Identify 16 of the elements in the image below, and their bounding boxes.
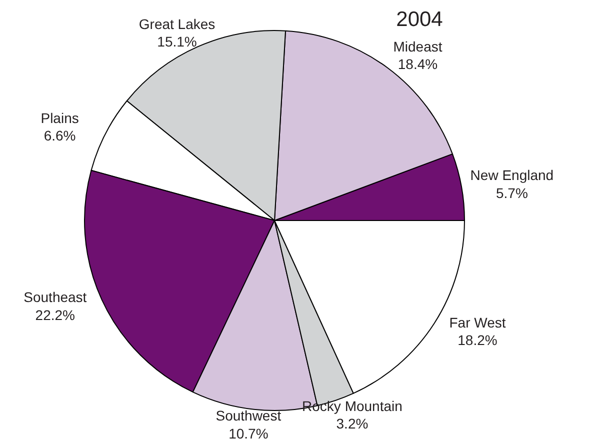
data-label: 10.7% bbox=[228, 425, 268, 442]
chart-title: 2004 bbox=[396, 8, 444, 31]
data-label: 5.7% bbox=[496, 184, 528, 201]
data-label: 6.6% bbox=[44, 128, 76, 144]
data-label: 18.4% bbox=[398, 56, 438, 72]
slice-label: Southwest bbox=[216, 408, 282, 424]
data-label: 15.1% bbox=[157, 34, 197, 50]
slice-label: Southeast bbox=[24, 289, 87, 306]
data-label: 18.2% bbox=[458, 332, 498, 348]
slice-label: Great Lakes bbox=[138, 16, 216, 32]
slice-label: Far West bbox=[449, 314, 506, 331]
slice-label: Plains bbox=[40, 110, 79, 126]
slice-label: Mideast bbox=[393, 38, 442, 55]
slice-label: New England bbox=[470, 167, 554, 184]
data-label: 3.2% bbox=[336, 416, 368, 432]
data-label: 22.2% bbox=[35, 306, 76, 323]
